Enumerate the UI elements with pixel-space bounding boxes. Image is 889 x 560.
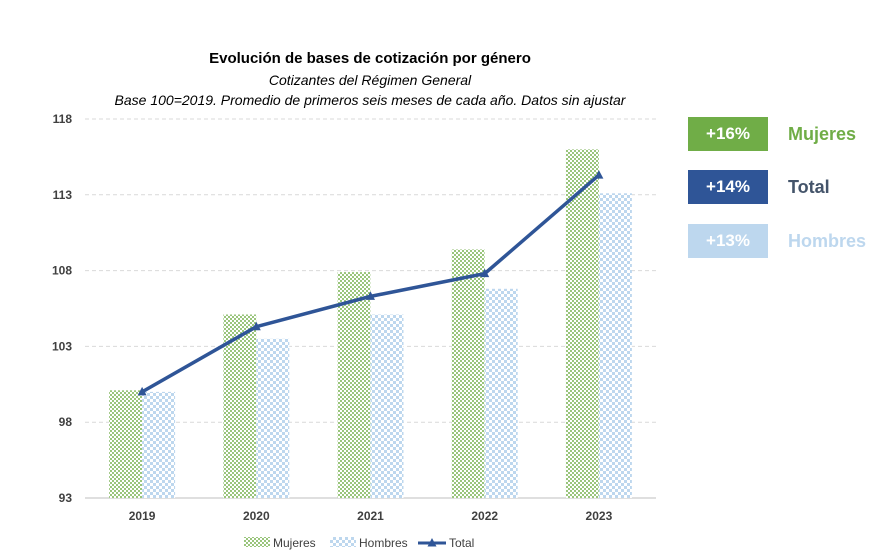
summary-hombres-label: Hombres xyxy=(788,230,867,251)
chart-title: Evolución de bases de cotización por gén… xyxy=(209,50,531,67)
bar-mujeres xyxy=(109,390,143,498)
legend-swatch-mujeres xyxy=(244,537,270,547)
y-tick-label: 118 xyxy=(53,112,73,126)
y-tick-label: 98 xyxy=(59,415,73,429)
x-axis: 2019 2020 2021 2022 2023 xyxy=(129,509,613,523)
chart-subtitle: Cotizantes del Régimen General xyxy=(268,72,472,88)
legend: Mujeres Hombres Total xyxy=(244,536,474,550)
summary-hombres-value: +13% xyxy=(688,224,768,258)
y-tick-label: 93 xyxy=(59,491,73,505)
total-line xyxy=(137,170,604,396)
x-tick-label: 2020 xyxy=(243,509,270,523)
chart-titles: Evolución de bases de cotización por gén… xyxy=(0,48,740,110)
chart-subtitle-2: Base 100=2019. Promedio de primeros seis… xyxy=(114,92,626,108)
summary-mujeres-label: Mujeres xyxy=(788,123,857,144)
total-point xyxy=(594,170,604,179)
legend-label-total: Total xyxy=(449,536,474,550)
y-tick-label: 108 xyxy=(52,264,72,278)
bar-mujeres xyxy=(337,272,371,498)
x-tick-label: 2019 xyxy=(129,509,156,523)
legend-label-mujeres: Mujeres xyxy=(273,536,316,550)
summary-total-value: +14% xyxy=(688,170,768,204)
y-axis: 93 98 103 108 113 118 xyxy=(52,112,72,505)
bar-hombres xyxy=(370,314,404,498)
total-point xyxy=(480,268,490,278)
bars xyxy=(109,149,632,498)
bar-hombres xyxy=(484,288,518,498)
total-point xyxy=(251,321,261,331)
legend-swatch-hombres xyxy=(330,537,356,547)
total-point xyxy=(366,291,375,300)
legend-label-hombres: Hombres xyxy=(359,536,408,550)
bar-mujeres xyxy=(223,314,257,498)
bar-mujeres xyxy=(565,149,599,498)
bar-hombres xyxy=(142,391,176,498)
bar-hombres xyxy=(598,193,632,498)
bar-mujeres xyxy=(451,249,485,498)
legend-swatch-total-marker xyxy=(427,538,437,547)
summary-total-label: Total xyxy=(788,176,830,197)
summary-mujeres-value: +16% xyxy=(688,117,768,151)
x-tick-label: 2023 xyxy=(586,509,613,523)
x-tick-label: 2022 xyxy=(471,509,498,523)
total-point xyxy=(137,386,147,396)
y-tick-label: 113 xyxy=(53,188,73,202)
bar-hombres xyxy=(256,338,290,498)
x-tick-label: 2021 xyxy=(357,509,384,523)
y-tick-label: 103 xyxy=(52,339,72,353)
